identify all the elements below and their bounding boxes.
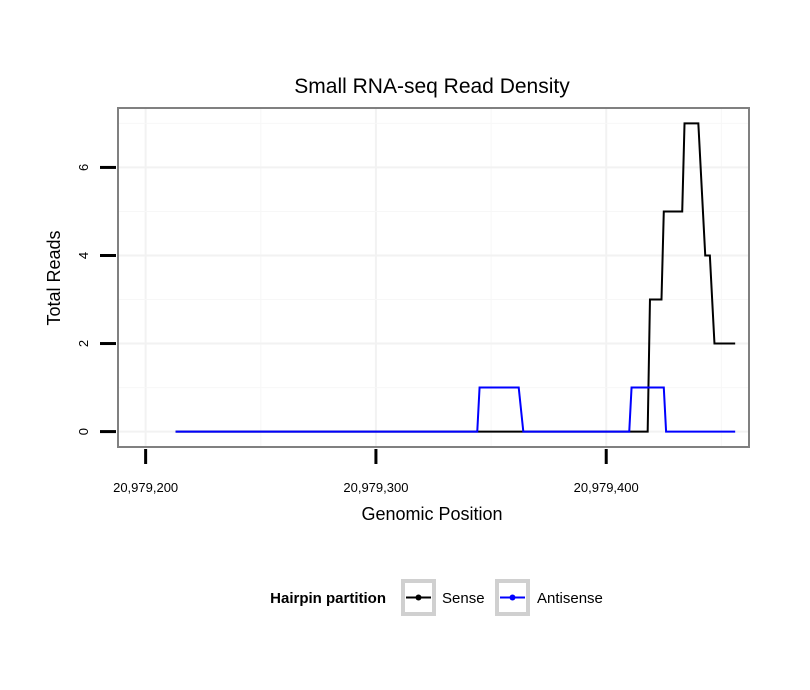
series-line-antisense — [175, 386, 736, 433]
plot-background — [118, 108, 749, 447]
legend-marker-sense — [415, 594, 422, 601]
series-layer — [175, 122, 736, 433]
plot-border — [117, 107, 750, 448]
axis-layer: 20,979,200 20,979,300 20,979,400 0 2 4 6 — [76, 164, 639, 495]
x-tick-label: 20,979,300 — [343, 480, 408, 495]
y-tick-label: 4 — [76, 252, 91, 259]
grid-layer — [118, 108, 749, 447]
legend-item-sense: Sense — [401, 579, 485, 616]
legend-item-antisense: Antisense — [495, 579, 603, 616]
chart-title: Small RNA-seq Read Density — [294, 75, 570, 98]
series-line-sense — [175, 122, 736, 433]
y-tick-label: 2 — [76, 340, 91, 347]
y-axis-title: Total Reads — [44, 230, 64, 325]
x-axis-title: Genomic Position — [361, 504, 502, 524]
y-tick-label: 0 — [76, 428, 91, 435]
x-tick-label: 20,979,200 — [113, 480, 178, 495]
legend-label-sense: Sense — [442, 590, 485, 607]
legend-title: Hairpin partition — [270, 590, 386, 607]
legend-marker-antisense — [509, 594, 516, 601]
legend: Hairpin partition Sense Antisense — [270, 579, 603, 616]
y-tick-label: 6 — [76, 164, 91, 171]
x-tick-label: 20,979,400 — [574, 480, 639, 495]
legend-label-antisense: Antisense — [537, 590, 603, 607]
